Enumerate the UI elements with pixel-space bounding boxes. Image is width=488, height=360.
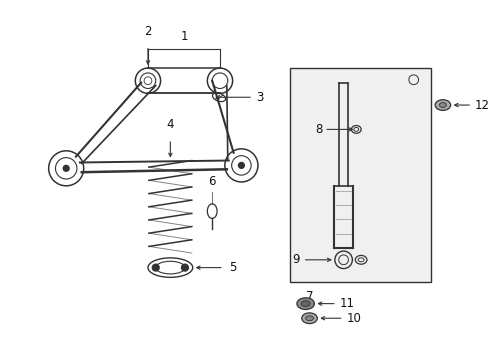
Ellipse shape [439, 103, 446, 108]
Ellipse shape [305, 316, 313, 321]
Ellipse shape [296, 298, 314, 310]
Ellipse shape [301, 301, 309, 307]
Text: 7: 7 [305, 290, 313, 303]
Bar [289, 68, 430, 282]
Text: 1: 1 [180, 30, 187, 43]
Circle shape [181, 264, 188, 271]
Ellipse shape [301, 313, 317, 324]
Text: 8: 8 [314, 123, 322, 136]
Text: 10: 10 [346, 312, 361, 325]
Text: 3: 3 [256, 91, 263, 104]
Text: 11: 11 [339, 297, 354, 310]
Text: 6: 6 [208, 175, 216, 188]
Text: 2: 2 [144, 25, 151, 38]
Text: 9: 9 [292, 253, 299, 266]
Circle shape [63, 165, 69, 171]
Circle shape [152, 264, 159, 271]
Ellipse shape [434, 100, 450, 111]
Text: 4: 4 [166, 118, 174, 131]
Text: 12: 12 [474, 99, 488, 112]
Text: 5: 5 [228, 261, 236, 274]
Circle shape [238, 162, 244, 168]
